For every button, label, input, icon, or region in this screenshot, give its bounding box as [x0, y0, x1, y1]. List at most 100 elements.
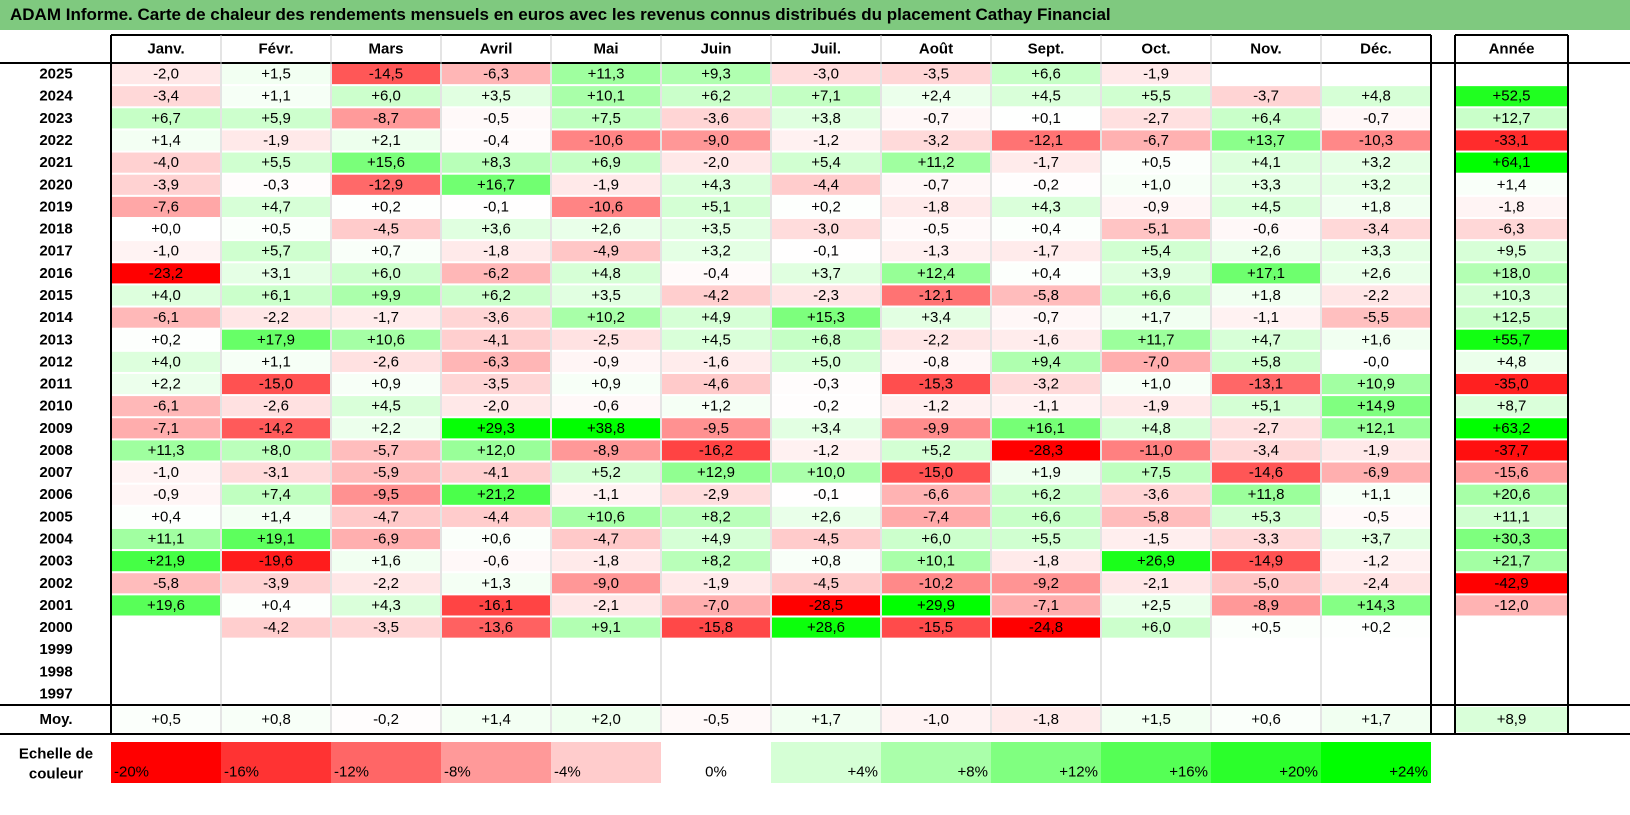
- cell-value: +12,1: [1357, 420, 1395, 437]
- heatmap-cell: [662, 108, 770, 129]
- heatmap-cell: [332, 506, 440, 527]
- heatmap-cell: [662, 506, 770, 527]
- cell-value: +3,7: [811, 265, 841, 282]
- cell-value: +4,5: [371, 398, 401, 415]
- annual-value: -12,0: [1494, 597, 1528, 614]
- scale-value: +8%: [958, 764, 988, 781]
- heatmap-cell: [1102, 528, 1210, 550]
- heatmap-cell: [222, 528, 330, 550]
- average-cell: [222, 707, 330, 732]
- cell-value: +19,1: [257, 531, 295, 548]
- heatmap-cell: [222, 639, 330, 660]
- heatmap-cell: [442, 462, 550, 483]
- annual-value: +9,5: [1497, 243, 1527, 260]
- heatmap-cell: [882, 351, 990, 372]
- heatmap-cell: [442, 506, 550, 527]
- scale-label: couleur: [29, 766, 83, 783]
- cell-value: -9,2: [1033, 575, 1059, 592]
- heatmap-cell: [552, 329, 660, 350]
- cell-value: +29,3: [477, 420, 515, 437]
- heatmap-cell: [552, 462, 660, 483]
- cell-value: +10,1: [917, 553, 955, 570]
- heatmap-cell: [112, 440, 220, 461]
- cell-value: -0,4: [703, 265, 729, 282]
- cell-value: +3,8: [811, 110, 841, 127]
- cell-value: -0,7: [1363, 110, 1389, 127]
- average-value: +0,5: [151, 711, 181, 728]
- heatmap-cell: [442, 218, 550, 240]
- cell-value: +1,0: [1141, 176, 1171, 193]
- heatmap-cell: [1212, 64, 1320, 85]
- cell-value: +6,0: [921, 531, 951, 548]
- cell-value: -1,9: [1363, 442, 1389, 459]
- cell-value: +5,5: [261, 154, 291, 171]
- heatmap-cell: [442, 108, 550, 129]
- heatmap-cell: [112, 263, 220, 284]
- average-cell: [772, 707, 880, 732]
- heatmap-cell: [112, 373, 220, 395]
- cell-value: -0,8: [923, 353, 949, 370]
- heatmap-cell: [1102, 373, 1210, 395]
- annual-cell: [1456, 506, 1567, 527]
- heatmap-cell: [662, 241, 770, 262]
- average-cell: [112, 707, 220, 732]
- heatmap-cell: [442, 64, 550, 85]
- cell-value: +0,4: [261, 597, 291, 614]
- cell-value: -0,5: [1363, 508, 1389, 525]
- cell-value: -0,9: [1143, 198, 1169, 215]
- cell-value: -10,3: [1359, 132, 1393, 149]
- heatmap-cell: [882, 130, 990, 151]
- heatmap-cell: [1322, 506, 1430, 527]
- heatmap-cell: [552, 307, 660, 328]
- annual-cell: [1456, 86, 1567, 107]
- heatmap-cell: [332, 263, 440, 284]
- cell-value: -8,7: [373, 110, 399, 127]
- heatmap-cell: [662, 351, 770, 372]
- heatmap-cell: [1212, 307, 1320, 328]
- cell-value: +0,6: [481, 531, 511, 548]
- heatmap-cell: [662, 64, 770, 85]
- annual-header: Année: [1489, 41, 1535, 58]
- cell-value: -15,0: [259, 376, 293, 393]
- cell-value: +2,6: [1251, 243, 1281, 260]
- heatmap-cell: [552, 551, 660, 572]
- heatmap-cell: [332, 418, 440, 439]
- cell-value: -4,2: [703, 287, 729, 304]
- heatmap-cell: [1212, 528, 1320, 550]
- cell-value: +5,4: [811, 154, 841, 171]
- heatmap-cell: [112, 351, 220, 372]
- heatmap-cell: [442, 661, 550, 682]
- cell-value: +17,1: [1247, 265, 1285, 282]
- cell-value: -4,2: [263, 619, 289, 636]
- cell-value: -12,1: [1029, 132, 1063, 149]
- cell-value: -4,1: [483, 331, 509, 348]
- heatmap-cell: [1102, 152, 1210, 173]
- year-label: 2012: [39, 353, 72, 370]
- heatmap-cell: [552, 573, 660, 594]
- heatmap-cell: [1102, 351, 1210, 372]
- cell-value: -4,1: [483, 464, 509, 481]
- cell-value: +0,5: [1141, 154, 1171, 171]
- cell-value: +1,4: [151, 132, 181, 149]
- heatmap-cell: [772, 263, 880, 284]
- heatmap-cell: [332, 484, 440, 505]
- heatmap-cell: [442, 196, 550, 217]
- heatmap-cell: [222, 617, 330, 638]
- heatmap-cell: [1322, 241, 1430, 262]
- heatmap-cell: [332, 329, 440, 350]
- heatmap-cell: [112, 683, 220, 705]
- cell-value: -1,9: [1143, 66, 1169, 83]
- heatmap-cell: [662, 86, 770, 107]
- heatmap-cell: [1322, 285, 1430, 306]
- heatmap-cell: [332, 396, 440, 417]
- heatmap-cell: [222, 396, 330, 417]
- heatmap-cell: [332, 64, 440, 85]
- cell-value: -8,9: [593, 442, 619, 459]
- heatmap-cell: [1212, 484, 1320, 505]
- heatmap-cell: [992, 440, 1100, 461]
- heatmap-cell: [1212, 506, 1320, 527]
- scale-swatch: [441, 742, 551, 783]
- cell-value: -23,2: [149, 265, 183, 282]
- year-label: 2014: [39, 309, 73, 326]
- heatmap-cell: [1212, 86, 1320, 107]
